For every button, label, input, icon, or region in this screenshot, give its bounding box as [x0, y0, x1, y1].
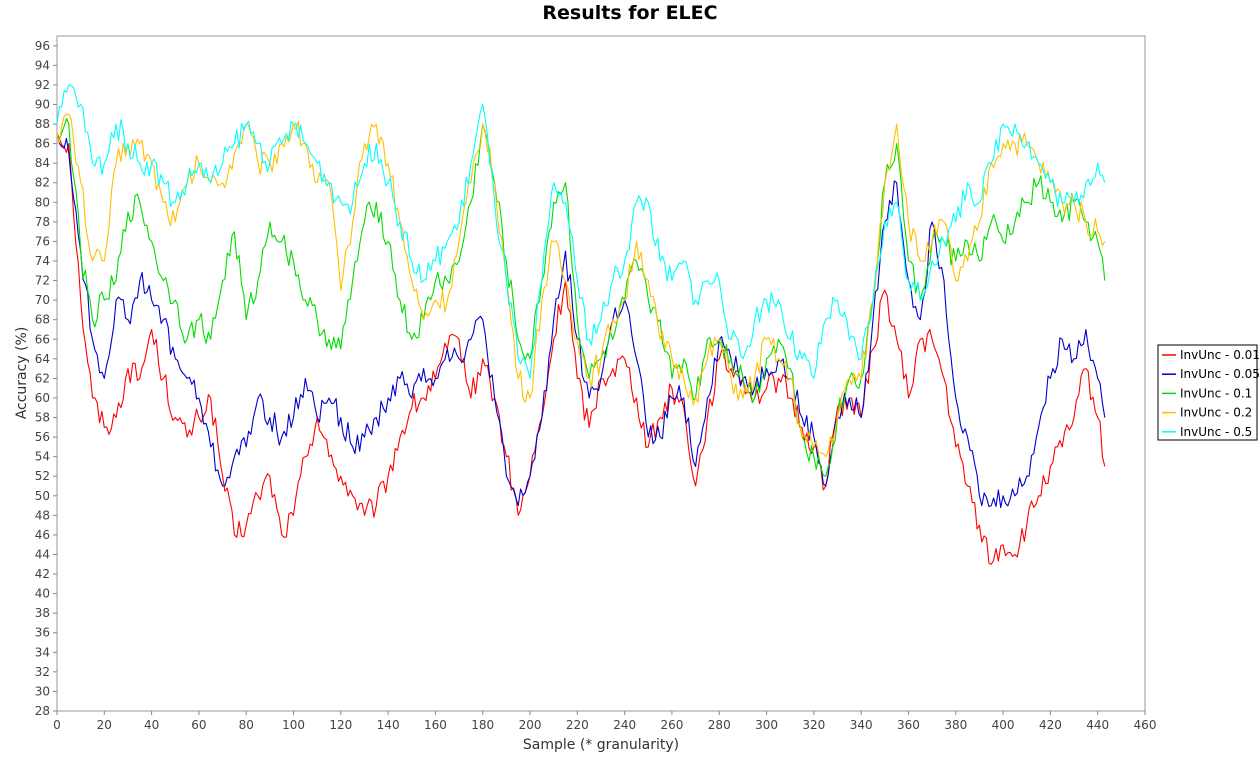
x-tick-label: 160	[424, 718, 447, 732]
x-tick-label: 440	[1086, 718, 1109, 732]
y-tick-label: 56	[35, 430, 50, 444]
y-tick-label: 52	[35, 469, 50, 483]
x-tick-label: 300	[755, 718, 778, 732]
x-tick-label: 260	[661, 718, 684, 732]
x-axis: 0 20 40 60 80 100 120 140 160 180 200 220 240 260 280 3…	[53, 711, 1156, 732]
y-tick-label: 84	[35, 156, 50, 170]
x-tick-label: 120	[329, 718, 352, 732]
y-tick-label: 36	[35, 626, 50, 640]
y-tick-label: 44	[35, 547, 50, 561]
x-tick-label: 180	[471, 718, 494, 732]
y-tick-label: 74	[35, 254, 50, 268]
x-tick-label: 320	[802, 718, 825, 732]
series-group	[56, 84, 1106, 565]
y-tick-label: 48	[35, 508, 50, 522]
y-tick-label: 30	[35, 684, 50, 698]
legend-box	[1157, 344, 1258, 441]
y-tick-label: 64	[35, 352, 50, 366]
x-tick-label: 20	[97, 718, 112, 732]
x-tick-label: 40	[144, 718, 159, 732]
y-tick-label: 28	[35, 704, 50, 718]
legend-label: InvUnc - 0.2	[1180, 406, 1252, 420]
x-tick-label: 420	[1039, 718, 1062, 732]
y-tick-label: 78	[35, 215, 50, 229]
series-line-1	[56, 133, 1106, 565]
y-tick-label: 58	[35, 411, 50, 425]
x-tick-label: 460	[1134, 718, 1157, 732]
y-tick-label: 50	[35, 489, 50, 503]
x-tick-label: 140	[377, 718, 400, 732]
y-tick-label: 34	[35, 645, 50, 659]
y-tick-label: 40	[35, 587, 50, 601]
x-tick-label: 80	[239, 718, 254, 732]
y-tick-label: 72	[35, 274, 50, 288]
y-tick-label: 54	[35, 450, 50, 464]
legend-label: InvUnc - 0.01	[1180, 348, 1260, 362]
y-tick-label: 66	[35, 332, 50, 346]
legend-label: InvUnc - 0.5	[1180, 425, 1252, 439]
x-tick-label: 280	[708, 718, 731, 732]
y-tick-label: 32	[35, 665, 50, 679]
y-axis: 28 30 32 34 36 38 40 42 44 46 48 50 52 54 56 58 60 62 64 66…	[35, 39, 57, 718]
plot-area	[56, 35, 1146, 712]
y-tick-label: 92	[35, 78, 50, 92]
y-tick-label: 82	[35, 176, 50, 190]
y-tick-label: 94	[35, 58, 50, 72]
y-tick-label: 86	[35, 137, 50, 151]
y-tick-label: 80	[35, 195, 50, 209]
y-tick-label: 88	[35, 117, 50, 131]
legend: InvUnc - 0.01 InvUnc - 0.05 InvUnc - 0.1 In…	[1157, 344, 1260, 441]
y-axis-title: Accuracy (%)	[14, 327, 30, 420]
x-tick-label: 100	[282, 718, 305, 732]
x-tick-label: 340	[850, 718, 873, 732]
legend-label: InvUnc - 0.1	[1180, 386, 1252, 400]
y-tick-label: 90	[35, 97, 50, 111]
series-line-4	[56, 113, 1106, 458]
y-tick-label: 42	[35, 567, 50, 581]
chart-title: Results for ELEC	[542, 2, 718, 24]
y-tick-label: 60	[35, 391, 50, 405]
x-tick-label: 220	[566, 718, 589, 732]
x-tick-label: 360	[897, 718, 920, 732]
series-line-5	[56, 84, 1106, 379]
x-tick-label: 200	[519, 718, 542, 732]
x-tick-label: 400	[992, 718, 1015, 732]
x-tick-label: 380	[944, 718, 967, 732]
y-tick-label: 46	[35, 528, 50, 542]
x-tick-label: 240	[613, 718, 636, 732]
y-tick-label: 62	[35, 371, 50, 385]
legend-label: InvUnc - 0.05	[1180, 367, 1260, 381]
x-axis-title: Sample (* granularity)	[523, 737, 679, 753]
series-line-2	[56, 133, 1106, 509]
series-line-3	[56, 117, 1106, 477]
y-tick-label: 76	[35, 234, 50, 248]
x-tick-label: 60	[191, 718, 206, 732]
y-tick-label: 96	[35, 39, 50, 53]
x-tick-label: 0	[53, 718, 61, 732]
y-tick-label: 68	[35, 313, 50, 327]
y-tick-label: 38	[35, 606, 50, 620]
y-tick-label: 70	[35, 293, 50, 307]
